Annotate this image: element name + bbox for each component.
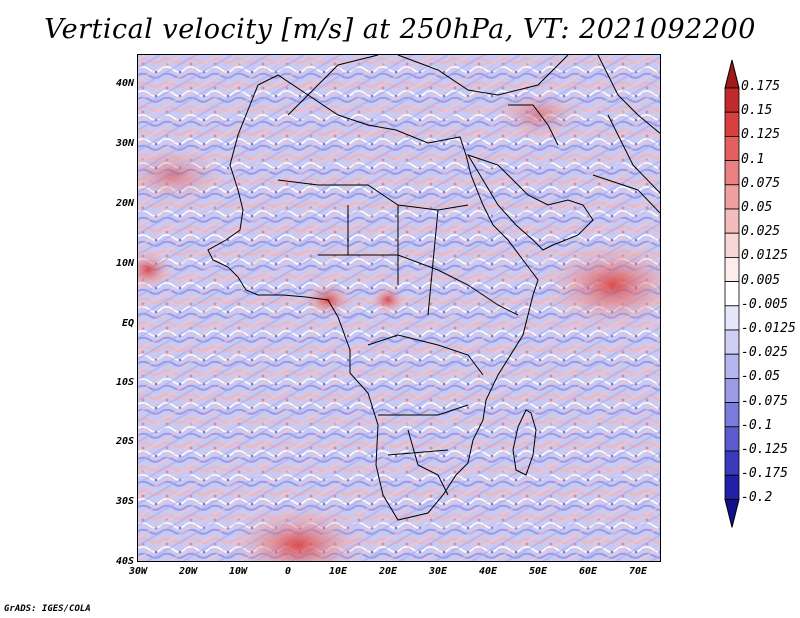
- colorbar-level-label: -0.1: [741, 417, 773, 433]
- lat-label: 20S: [115, 436, 134, 447]
- colorbar-level-label: -0.2: [741, 490, 773, 506]
- colorbar-swatch: [724, 87, 740, 113]
- colorbar-swatch: [724, 450, 740, 476]
- lon-label: 0: [284, 566, 292, 577]
- map-panel: [137, 54, 661, 562]
- colorbar-level-label: -0.125: [741, 442, 788, 457]
- colorbar-swatch: [724, 281, 740, 307]
- colorbar-level-label: 0.075: [741, 175, 781, 191]
- colorbar-level-label: 0.025: [741, 224, 781, 240]
- colorbar-level-label: -0.05: [741, 369, 781, 385]
- lon-label: 10W: [228, 566, 248, 577]
- lon-label: 20E: [378, 566, 398, 577]
- lat-label: EQ: [121, 318, 134, 329]
- lat-label: 40N: [115, 78, 134, 89]
- colorbar-swatch: [724, 256, 740, 282]
- colorbar-level-label: 0.15: [741, 103, 773, 119]
- lat-label: 10N: [115, 258, 134, 269]
- colorbar-bottom-arrow: [724, 498, 740, 528]
- colorbar-level-label: 0.125: [741, 127, 781, 143]
- colorbar-swatch: [724, 377, 740, 403]
- colorbar-level-label: 0.0125: [741, 248, 788, 264]
- colorbar: [724, 59, 740, 528]
- lon-label: 40E: [478, 566, 498, 577]
- colorbar-swatch: [724, 305, 740, 331]
- colorbar-level-label: 0.05: [741, 200, 773, 215]
- lon-label: 30E: [428, 566, 448, 577]
- velocity-field: [138, 55, 660, 561]
- lat-label: 20N: [115, 198, 134, 209]
- colorbar-swatch: [724, 184, 740, 210]
- colorbar-swatch: [724, 402, 740, 428]
- colorbar-level-label: -0.005: [741, 296, 788, 312]
- lat-label: 40S: [115, 556, 134, 567]
- colorbar-swatch: [724, 208, 740, 234]
- lon-label: 10E: [328, 566, 348, 577]
- colorbar-swatch: [724, 111, 740, 137]
- colorbar-level-label: -0.025: [741, 345, 788, 361]
- lon-label: 30W: [128, 566, 148, 577]
- lon-label: 50E: [528, 566, 548, 577]
- colorbar-swatch: [724, 474, 740, 500]
- colorbar-level-label: 0.175: [741, 79, 781, 94]
- lon-label: 60E: [578, 566, 598, 577]
- colorbar-swatch: [724, 232, 740, 258]
- colorbar-level-label: 0.1: [741, 151, 765, 167]
- lon-label: 70E: [628, 566, 648, 577]
- lat-label: 30S: [115, 496, 134, 507]
- lon-label: 20W: [178, 566, 198, 577]
- colorbar-level-label: -0.175: [741, 466, 788, 482]
- colorbar-level-label: -0.0125: [741, 321, 796, 336]
- colorbar-swatch: [724, 329, 740, 355]
- colorbar-level-label: -0.075: [741, 393, 788, 409]
- chart-title: Vertical velocity [m/s] at 250hPa, VT: 2…: [44, 14, 756, 45]
- colorbar-swatch: [724, 426, 740, 452]
- colorbar-level-label: 0.005: [741, 272, 781, 288]
- colorbar-swatch: [724, 353, 740, 379]
- colorbar-swatch: [724, 136, 740, 162]
- lat-label: 10S: [115, 377, 134, 388]
- coastlines: [207, 55, 660, 521]
- colorbar-top-arrow: [724, 59, 740, 89]
- credit-text: GrADS: IGES/COLA: [4, 604, 91, 614]
- colorbar-swatch: [724, 160, 740, 186]
- lat-label: 30N: [115, 138, 134, 149]
